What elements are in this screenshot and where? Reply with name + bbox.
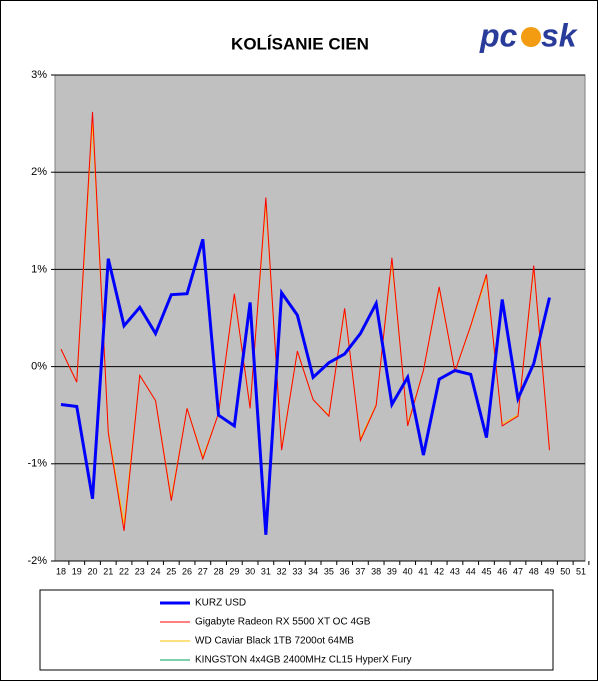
x-tick-label: 32 [277,566,287,576]
x-tick-label: 36 [340,566,350,576]
legend [39,589,554,671]
x-tick-label: 35 [324,566,334,576]
x-tick-label: 42 [434,566,444,576]
y-tick-label: 1% [31,263,47,275]
x-tick-label: 38 [371,566,381,576]
x-tick-label: 30 [245,566,255,576]
x-tick-label: 43 [450,566,460,576]
x-tick-label: 25 [166,566,176,576]
x-tick-label: 24 [151,566,161,576]
x-tick-label: 41 [418,566,428,576]
legend-label: KURZ USD [195,598,246,609]
legend-label: KINGSTON 4x4GB 2400MHz CL15 HyperX Fury [195,655,412,666]
x-tick-label: 22 [119,566,129,576]
chart-title: KOLÍSANIE CIEN [231,34,369,53]
x-tick-label: 44 [466,566,476,576]
x-tick-label: 33 [292,566,302,576]
x-tick-label: 40 [403,566,413,576]
x-tick-label: 49 [544,566,554,576]
x-tick-label: 48 [529,566,539,576]
legend-label: WD Caviar Black 1TB 7200ot 64MB [195,636,354,647]
x-tick-label: 19 [72,566,82,576]
x-tick-label: 47 [513,566,523,576]
x-tick-label: 29 [229,566,239,576]
logo-flame [521,27,541,47]
x-tick-label: 23 [135,566,145,576]
x-tick-label: 31 [261,566,271,576]
logo-left: pc [479,17,518,53]
series-line [60,238,551,535]
x-tick-label: 45 [481,566,491,576]
legend-label: Gigabyte Radeon RX 5500 XT OC 4GB [195,617,371,628]
logo-right: sk [541,17,579,53]
x-tick-label: 26 [182,566,192,576]
plot-area [54,74,586,562]
y-tick-label: -1% [27,458,47,470]
x-tick-label: 46 [497,566,507,576]
y-tick-label: 0% [31,361,47,373]
x-tick-label: 39 [387,566,397,576]
x-tick-label: 20 [88,566,98,576]
x-tick-label: 50 [560,566,570,576]
y-tick-label: 3% [31,69,47,81]
y-tick-label: 2% [31,166,47,178]
x-tick-label: 27 [198,566,208,576]
x-tick-label: 18 [56,566,66,576]
x-tick-label: 21 [103,566,113,576]
x-tick-label: 28 [214,566,224,576]
x-tick-label: 37 [355,566,365,576]
series-line [60,111,550,531]
x-tick-label: 34 [308,566,318,576]
x-tick-label: 51 [576,566,586,576]
y-tick-label: -2% [27,555,47,567]
